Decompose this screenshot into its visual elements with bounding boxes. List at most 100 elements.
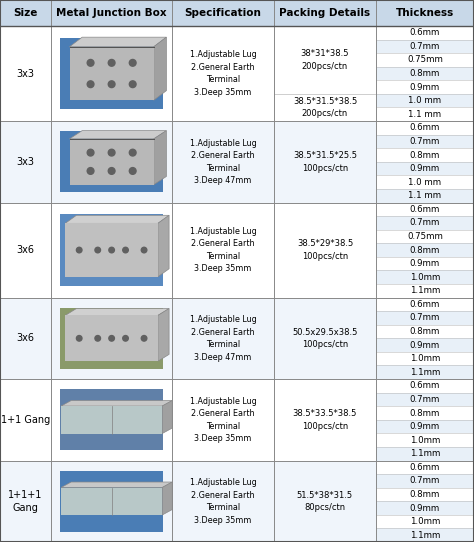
Bar xyxy=(376,298,474,311)
Bar xyxy=(376,406,474,420)
Text: 0.9mm: 0.9mm xyxy=(410,422,440,431)
Text: 38.5*33.5*38.5
100pcs/ctn: 38.5*33.5*38.5 100pcs/ctn xyxy=(293,409,357,430)
Bar xyxy=(376,203,474,216)
Circle shape xyxy=(129,60,136,66)
Bar xyxy=(0,379,376,461)
Text: 0.6mm: 0.6mm xyxy=(410,382,440,390)
Text: 1.Adjustable Lug
2.General Earth
Terminal
3.Deep 47mm: 1.Adjustable Lug 2.General Earth Termina… xyxy=(190,139,256,185)
Text: 0.6mm: 0.6mm xyxy=(410,28,440,37)
Polygon shape xyxy=(65,215,169,223)
Circle shape xyxy=(108,167,115,175)
Bar xyxy=(376,379,474,392)
Text: Specification: Specification xyxy=(184,8,262,18)
Text: 0.9mm: 0.9mm xyxy=(410,340,440,350)
Bar xyxy=(60,131,163,192)
Text: 0.9mm: 0.9mm xyxy=(410,259,440,268)
Bar xyxy=(70,47,154,100)
Text: 0.9mm: 0.9mm xyxy=(410,164,440,173)
Text: 1.1mm: 1.1mm xyxy=(410,286,440,295)
Text: 0.9mm: 0.9mm xyxy=(410,82,440,92)
Polygon shape xyxy=(158,215,169,277)
Text: 1.1 mm: 1.1 mm xyxy=(409,110,441,119)
Bar xyxy=(60,308,163,369)
Text: 1.1mm: 1.1mm xyxy=(410,531,440,540)
Text: 0.8mm: 0.8mm xyxy=(410,246,440,255)
Bar xyxy=(376,447,474,461)
Polygon shape xyxy=(65,308,169,315)
Text: 0.6mm: 0.6mm xyxy=(410,463,440,472)
Circle shape xyxy=(129,81,136,88)
Text: 0.8mm: 0.8mm xyxy=(410,327,440,336)
Bar xyxy=(376,230,474,243)
Circle shape xyxy=(95,335,100,341)
Bar xyxy=(376,352,474,365)
Text: 51.5*38*31.5
80pcs/ctn: 51.5*38*31.5 80pcs/ctn xyxy=(297,491,353,512)
Text: 0.8mm: 0.8mm xyxy=(410,69,440,78)
Text: Size: Size xyxy=(13,8,38,18)
Bar xyxy=(376,243,474,257)
Text: 38*31*38.5
200pcs/ctn: 38*31*38.5 200pcs/ctn xyxy=(301,49,349,70)
Text: 0.75mm: 0.75mm xyxy=(407,232,443,241)
Text: 3x3: 3x3 xyxy=(17,68,35,79)
Bar xyxy=(0,121,376,203)
Bar xyxy=(60,215,163,286)
Text: 1.Adjustable Lug
2.General Earth
Terminal
3.Deep 35mm: 1.Adjustable Lug 2.General Earth Termina… xyxy=(190,397,256,443)
Bar xyxy=(376,270,474,284)
Text: 50.5x29.5x38.5
100pcs/ctn: 50.5x29.5x38.5 100pcs/ctn xyxy=(292,327,357,349)
Circle shape xyxy=(76,247,82,253)
Text: 1.Adjustable Lug
2.General Earth
Terminal
3.Deep 35mm: 1.Adjustable Lug 2.General Earth Termina… xyxy=(190,227,256,273)
Bar xyxy=(376,134,474,148)
Text: 0.8mm: 0.8mm xyxy=(410,151,440,159)
Bar xyxy=(61,487,162,515)
Circle shape xyxy=(108,149,115,156)
Bar xyxy=(376,257,474,270)
Circle shape xyxy=(87,81,94,88)
Circle shape xyxy=(141,335,147,341)
Circle shape xyxy=(87,167,94,175)
Text: Packing Details: Packing Details xyxy=(279,8,371,18)
Text: 38.5*31.5*38.5
200pcs/ctn: 38.5*31.5*38.5 200pcs/ctn xyxy=(293,96,357,118)
Text: 1.0mm: 1.0mm xyxy=(410,354,440,363)
Bar xyxy=(376,515,474,528)
Circle shape xyxy=(141,247,147,253)
Text: 1.1mm: 1.1mm xyxy=(410,449,440,458)
Bar xyxy=(376,528,474,542)
Polygon shape xyxy=(61,482,172,487)
Circle shape xyxy=(109,335,114,341)
Text: 1.0mm: 1.0mm xyxy=(410,436,440,444)
Text: Metal Junction Box: Metal Junction Box xyxy=(56,8,167,18)
Bar xyxy=(376,94,474,107)
Bar xyxy=(376,284,474,298)
Circle shape xyxy=(129,149,136,156)
Text: 1+1 Gang: 1+1 Gang xyxy=(1,415,50,425)
Text: 0.7mm: 0.7mm xyxy=(410,395,440,404)
Bar xyxy=(376,338,474,352)
Text: 0.8mm: 0.8mm xyxy=(410,409,440,417)
Bar xyxy=(376,121,474,134)
Bar xyxy=(376,107,474,121)
Bar xyxy=(376,67,474,80)
Text: 1+1+1
Gang: 1+1+1 Gang xyxy=(9,489,43,513)
Circle shape xyxy=(87,149,94,156)
Text: 3x6: 3x6 xyxy=(17,333,35,343)
Bar xyxy=(376,53,474,67)
Bar xyxy=(0,298,376,379)
Bar xyxy=(65,315,158,361)
Circle shape xyxy=(76,335,82,341)
Text: 1.0mm: 1.0mm xyxy=(410,273,440,282)
Text: 0.75mm: 0.75mm xyxy=(407,55,443,64)
Bar xyxy=(376,216,474,230)
Text: 1.Adjustable Lug
2.General Earth
Terminal
3.Deep 47mm: 1.Adjustable Lug 2.General Earth Termina… xyxy=(190,315,256,362)
Text: 1.0 mm: 1.0 mm xyxy=(409,96,441,105)
Polygon shape xyxy=(154,37,166,100)
Bar xyxy=(376,80,474,94)
Text: 0.7mm: 0.7mm xyxy=(410,218,440,228)
Bar xyxy=(376,461,474,474)
Text: 0.6mm: 0.6mm xyxy=(410,300,440,309)
Bar xyxy=(61,406,162,434)
Circle shape xyxy=(87,60,94,66)
Polygon shape xyxy=(158,308,169,361)
Text: 0.7mm: 0.7mm xyxy=(410,42,440,51)
Text: 0.7mm: 0.7mm xyxy=(410,476,440,486)
Bar xyxy=(376,501,474,515)
